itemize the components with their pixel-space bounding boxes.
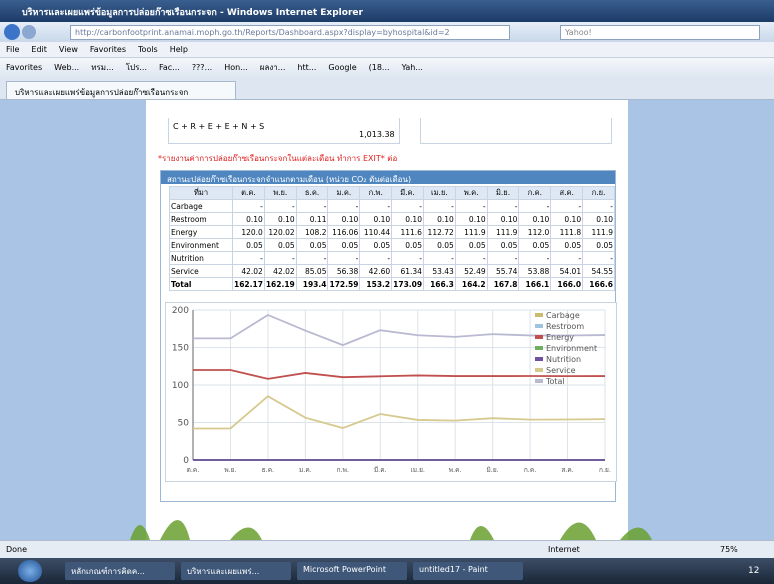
menu-item[interactable]: Favorites xyxy=(90,42,126,58)
menu-item[interactable]: Edit xyxy=(31,42,47,58)
legend-swatch xyxy=(535,324,543,328)
legend-label: Service xyxy=(546,366,576,375)
favorite-link[interactable]: Hon... xyxy=(224,58,248,78)
favorite-link[interactable]: Favorites xyxy=(6,58,42,78)
favorite-link[interactable]: Google xyxy=(328,58,356,78)
legend-label: Carbage xyxy=(546,311,580,320)
legend-label: Total xyxy=(545,377,565,386)
tab[interactable]: บริหารและเผยแพร่ข้อมูลการปล่อยก๊าซเรือนก… xyxy=(6,81,236,100)
legend-swatch xyxy=(535,368,543,372)
task-button[interactable]: หลักเกณฑ์การคิดค... xyxy=(65,562,175,580)
y-tick-label: 0 xyxy=(183,456,189,466)
x-tick-label: ก.ย. xyxy=(599,466,611,474)
menu-item[interactable]: Tools xyxy=(138,42,158,58)
back-button[interactable] xyxy=(4,24,20,40)
task-button[interactable]: untitled17 - Paint xyxy=(413,562,523,580)
y-tick-label: 150 xyxy=(172,344,189,354)
zoom-level[interactable]: 75% xyxy=(720,545,738,554)
legend-label: Nutrition xyxy=(546,355,581,364)
legend-swatch xyxy=(535,335,543,339)
x-tick-label: ธ.ค. xyxy=(262,466,274,474)
task-button[interactable]: บริหารและเผยแพร่... xyxy=(181,562,291,580)
legend-swatch xyxy=(535,313,543,317)
legend-swatch xyxy=(535,346,543,350)
x-tick-label: พ.ค. xyxy=(449,466,462,474)
x-tick-label: ม.ค. xyxy=(299,466,312,474)
x-tick-label: ส.ค. xyxy=(561,466,573,474)
legend-label: Restroom xyxy=(546,322,584,331)
y-tick-label: 50 xyxy=(178,419,190,429)
y-tick-label: 200 xyxy=(172,306,189,316)
window-title: บริหารและเผยแพร่ข้อมูลการปล่อยก๊าซเรือนก… xyxy=(22,8,363,18)
legend-swatch xyxy=(535,379,543,383)
x-tick-label: ก.พ. xyxy=(337,466,349,474)
favorites-bar: Favorites Web... ทรม... โปร... Fac...???... H… xyxy=(0,58,774,78)
security-zone: Internet xyxy=(548,545,580,554)
start-button[interactable] xyxy=(18,560,42,582)
favorite-link[interactable]: Yah... xyxy=(402,58,423,78)
address-bar: http://carbonfootprint.anamai.moph.go.th… xyxy=(0,22,774,42)
status-bar: Done Internet 75% xyxy=(0,540,774,558)
task-button[interactable]: Microsoft PowerPoint xyxy=(297,562,407,580)
favorite-link[interactable]: ผลงา... xyxy=(260,58,286,78)
x-tick-label: ก.ค. xyxy=(524,466,536,474)
x-tick-label: พ.ย. xyxy=(224,466,236,474)
taskbar: หลักเกณฑ์การคิดค... บริหารและเผยแพร่... Mi… xyxy=(0,558,774,584)
status-text: Done xyxy=(6,545,27,554)
tab-row: บริหารและเผยแพร่ข้อมูลการปล่อยก๊าซเรือนก… xyxy=(0,78,774,100)
url-field[interactable]: http://carbonfootprint.anamai.moph.go.th… xyxy=(70,25,510,40)
menu-bar: File Edit View Favorites Tools Help xyxy=(0,42,774,58)
forward-button[interactable] xyxy=(22,25,36,39)
favorite-link[interactable]: ???... xyxy=(192,58,212,78)
favorite-link[interactable]: (18... xyxy=(369,58,390,78)
search-field[interactable]: Yahoo! xyxy=(560,25,760,40)
line-chart: 0 50 100 150 200 ต.ค. พ.ย. ธ.ค. ม.ค. ก.พ. มี.ค. เม.… xyxy=(165,302,617,482)
favorite-link[interactable]: โปร... xyxy=(126,58,147,78)
menu-item[interactable]: Help xyxy=(170,42,188,58)
title-bar: บริหารและเผยแพร่ข้อมูลการปล่อยก๊าซเรือนก… xyxy=(0,0,774,22)
x-tick-label: มี.ค. xyxy=(374,466,387,474)
favorite-link[interactable]: Web... xyxy=(54,58,79,78)
legend-label: Energy xyxy=(546,333,574,342)
y-tick-label: 100 xyxy=(172,381,189,391)
menu-item[interactable]: File xyxy=(6,42,19,58)
favorite-link[interactable]: Fac... xyxy=(159,58,180,78)
x-tick-label: ต.ค. xyxy=(187,466,200,474)
x-tick-label: เม.ย. xyxy=(411,466,425,474)
menu-item[interactable]: View xyxy=(59,42,78,58)
legend-label: Environment xyxy=(546,344,597,353)
favorite-link[interactable]: htt... xyxy=(297,58,316,78)
x-tick-label: มิ.ย. xyxy=(487,466,499,474)
legend-swatch xyxy=(535,357,543,361)
screen: บริหารและเผยแพร่ข้อมูลการปล่อยก๊าซเรือนก… xyxy=(0,0,774,584)
clock: 12 xyxy=(748,566,759,576)
favorite-link[interactable]: ทรม... xyxy=(91,58,113,78)
